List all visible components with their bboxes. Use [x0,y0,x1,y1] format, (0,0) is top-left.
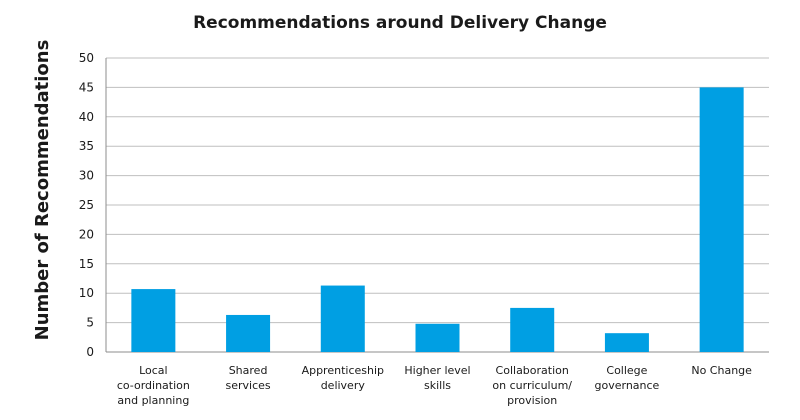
y-tick-label: 10 [79,286,94,300]
x-tick-label-line: delivery [321,379,366,392]
x-tick-label-line: Shared [229,364,268,377]
bar [226,314,271,352]
bar [131,289,176,352]
x-tick-label-line: Local [139,364,168,377]
chart-title: Recommendations around Delivery Change [193,13,607,33]
y-tick-label: 0 [86,345,94,359]
y-tick-label: 30 [79,169,94,183]
x-tick-label-line: co-ordination [117,379,190,392]
y-tick-label: 35 [79,139,94,153]
x-axis-ticks: Local co-ordination and planning Shared serv… [117,364,752,407]
x-tick-label-line: Higher level [404,364,470,377]
x-tick-label-line: College [606,364,647,377]
bars [131,87,744,353]
y-tick-label: 15 [79,257,94,271]
x-tick-label-line: skills [424,379,451,392]
y-axis-label: Number of Recommendations [32,40,53,341]
y-tick-label: 20 [79,227,94,241]
x-tick-label: Apprenticeship delivery [302,364,384,392]
x-tick-label: Local co-ordination and planning [117,364,190,407]
x-tick-label: No Change [691,364,752,377]
bar [510,307,555,352]
bar [604,333,649,352]
x-tick-label-line: No Change [691,364,752,377]
bar [415,323,460,352]
x-tick-label: Collaboration on curriculum/provision [492,364,572,407]
y-tick-label: 40 [79,110,94,124]
y-tick-label: 5 [86,316,94,330]
bar [699,87,744,353]
bar [320,285,365,352]
x-tick-label-line: provision [507,394,557,407]
x-tick-label: Higher level skills [404,364,470,392]
x-tick-label-line: Collaboration [496,364,569,377]
gridlines [105,57,769,353]
y-axis-ticks: 0 5 10 15 20 25 30 35 40 45 50 [79,51,94,359]
x-tick-label-line: and planning [117,394,189,407]
y-tick-label: 45 [79,80,94,94]
x-tick-label: College governance [595,364,660,392]
x-tick-label-line: on curriculum/ [492,379,572,392]
y-tick-label: 50 [79,51,94,65]
y-tick-label: 25 [79,198,94,212]
x-tick-label-line: governance [595,379,660,392]
x-tick-label-line: services [226,379,271,392]
x-tick-label: Shared services [226,364,271,392]
x-tick-label-line: Apprenticeship [302,364,384,377]
